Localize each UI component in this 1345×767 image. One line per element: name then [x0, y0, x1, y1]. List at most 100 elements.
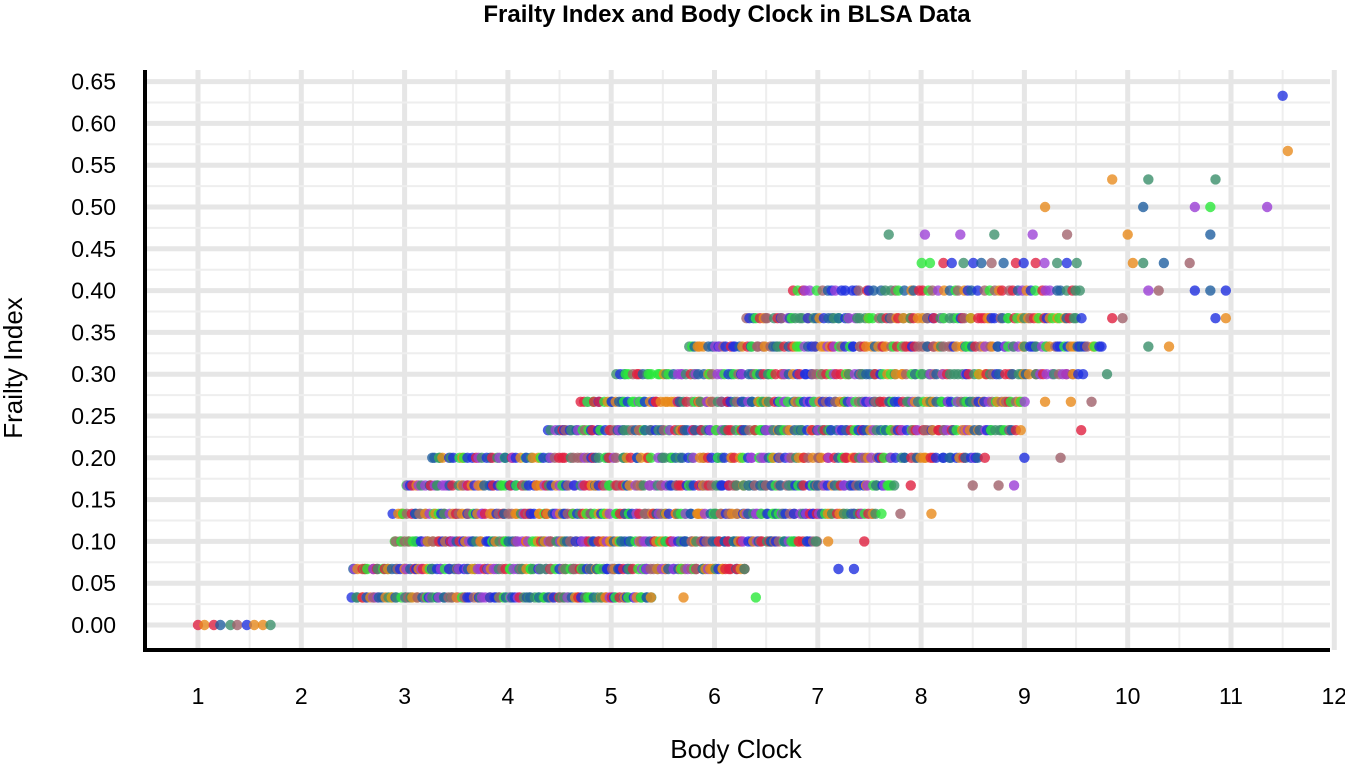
- x-tick-label: 8: [915, 683, 928, 709]
- data-point: [1074, 285, 1085, 296]
- data-point: [895, 508, 906, 520]
- y-axis-title: Frailty Index: [0, 297, 28, 439]
- data-point: [265, 619, 276, 631]
- data-point: [1019, 452, 1030, 463]
- data-point: [1277, 90, 1288, 102]
- data-point: [810, 536, 822, 547]
- y-tick-label: 0.55: [71, 152, 116, 178]
- x-tick-label: 11: [1219, 683, 1243, 709]
- y-tick-label: 0.05: [71, 570, 116, 596]
- data-point: [986, 257, 997, 269]
- data-point: [1027, 229, 1038, 240]
- data-point: [1030, 257, 1041, 269]
- data-point: [199, 619, 210, 631]
- data-point: [1008, 480, 1020, 491]
- data-point: [1101, 369, 1113, 380]
- data-point: [1143, 341, 1154, 352]
- data-point: [853, 285, 864, 296]
- data-point: [965, 312, 977, 324]
- data-point: [926, 508, 937, 520]
- data-point: [1282, 145, 1294, 157]
- data-point: [1077, 369, 1089, 380]
- scatter-points: [192, 90, 1294, 631]
- data-point: [1127, 257, 1139, 269]
- x-tick-labels: 1 2 3 4 5 6 7 8 9 10 11 12: [192, 683, 1345, 709]
- data-point: [876, 508, 887, 520]
- data-point: [610, 452, 622, 463]
- data-point: [958, 257, 969, 269]
- y-tick-label: 0.60: [71, 110, 116, 136]
- data-point: [938, 257, 949, 269]
- data-point: [1163, 341, 1175, 352]
- data-point: [996, 285, 1008, 296]
- x-tick-label: 10: [1115, 683, 1141, 709]
- data-point: [1205, 285, 1216, 296]
- data-point: [1158, 257, 1170, 269]
- data-point: [955, 229, 966, 240]
- data-point: [1010, 257, 1022, 269]
- data-point: [1261, 201, 1273, 213]
- data-point: [1143, 174, 1154, 185]
- data-point: [924, 257, 936, 269]
- x-tick-label: 5: [605, 683, 618, 709]
- data-point: [1107, 312, 1118, 324]
- data-point: [750, 592, 762, 603]
- data-point: [804, 285, 815, 296]
- data-point: [739, 563, 750, 575]
- data-point: [1205, 229, 1216, 240]
- data-point: [1061, 257, 1073, 269]
- data-point: [1205, 201, 1216, 213]
- data-point: [1076, 425, 1087, 436]
- data-point: [1015, 425, 1026, 436]
- data-point: [979, 452, 991, 463]
- data-point: [822, 536, 834, 547]
- data-point: [1086, 396, 1097, 407]
- data-point: [840, 285, 851, 296]
- x-tick-label: 4: [502, 683, 515, 709]
- data-point: [232, 619, 243, 631]
- data-point: [1137, 201, 1149, 213]
- data-point: [746, 452, 757, 463]
- y-tick-label: 0.15: [71, 487, 116, 513]
- data-point: [967, 480, 978, 491]
- data-point: [678, 592, 689, 603]
- data-point: [998, 257, 1009, 269]
- data-point: [1210, 174, 1221, 185]
- data-point: [241, 619, 253, 631]
- data-point: [1018, 257, 1029, 269]
- data-point: [919, 229, 931, 240]
- data-point: [1189, 285, 1201, 296]
- data-point: [1076, 312, 1087, 324]
- data-point: [215, 619, 226, 631]
- data-point: [1039, 396, 1051, 407]
- y-tick-labels: 0.00 0.05 0.10 0.15 0.20 0.25 0.30 0.35 0.40 0.45…: [71, 69, 116, 638]
- data-point: [976, 257, 987, 269]
- data-point: [1189, 201, 1201, 213]
- data-point: [972, 452, 983, 463]
- data-point: [833, 563, 844, 575]
- data-point: [859, 536, 870, 547]
- data-point: [1055, 452, 1066, 463]
- x-tick-label: 12: [1322, 683, 1345, 709]
- data-point: [1061, 229, 1073, 240]
- data-point: [645, 452, 657, 463]
- y-tick-label: 0.10: [71, 528, 116, 554]
- x-tick-label: 2: [295, 683, 308, 709]
- data-point: [883, 229, 894, 240]
- chart-title: Frailty Index and Body Clock in BLSA Dat…: [483, 1, 971, 28]
- data-point: [1065, 396, 1077, 407]
- y-tick-label: 0.50: [71, 194, 116, 220]
- data-point: [916, 257, 927, 269]
- data-point: [1210, 312, 1221, 324]
- data-point: [1096, 341, 1107, 352]
- data-point: [1184, 257, 1195, 269]
- data-point: [968, 257, 979, 269]
- data-point: [989, 229, 1000, 240]
- y-tick-label: 0.00: [71, 612, 116, 638]
- x-tick-label: 9: [1018, 683, 1031, 709]
- data-point: [868, 285, 879, 296]
- data-point: [1039, 201, 1051, 213]
- data-point: [905, 480, 916, 491]
- data-point: [1039, 257, 1050, 269]
